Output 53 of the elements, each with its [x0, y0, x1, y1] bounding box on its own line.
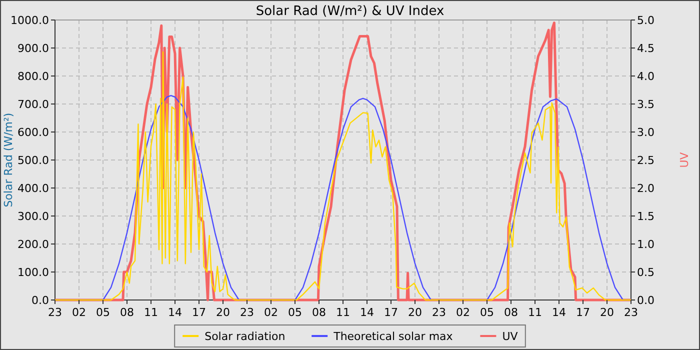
y-tick-label: 600.0 — [18, 126, 49, 139]
legend-label: Solar radiation — [204, 330, 286, 343]
y2-tick-label: 4.0 — [637, 70, 654, 83]
x-tick-label: 11 — [144, 306, 158, 319]
y-tick-label: 200.0 — [18, 238, 49, 251]
x-tick-label: 17 — [384, 306, 398, 319]
x-tick-label: 14 — [360, 306, 374, 319]
y-tick-label: 700.0 — [18, 98, 49, 111]
x-tick-label: 08 — [120, 306, 134, 319]
x-tick-label: 11 — [336, 306, 350, 319]
x-tick-label: 02 — [456, 306, 470, 319]
y2-tick-label: 0.0 — [637, 294, 654, 307]
y-tick-label: 500.0 — [18, 154, 49, 167]
y2-tick-label: 1.0 — [637, 238, 654, 251]
y-tick-label: 300.0 — [18, 210, 49, 223]
legend-label: Theoretical solar max — [332, 330, 454, 343]
chart-title: Solar Rad (W/m²) & UV Index — [256, 4, 444, 19]
y2-tick-label: 1.5 — [637, 210, 654, 223]
x-tick-label: 08 — [504, 306, 518, 319]
x-tick-label: 23 — [48, 306, 62, 319]
x-tick-label: 20 — [216, 306, 230, 319]
x-tick-label: 05 — [288, 306, 302, 319]
x-tick-label: 08 — [312, 306, 326, 319]
y2-tick-label: 4.5 — [637, 42, 654, 55]
x-tick-label: 23 — [432, 306, 446, 319]
x-tick-label: 20 — [408, 306, 422, 319]
y-tick-label: 400.0 — [18, 182, 49, 195]
x-tick-label: 05 — [96, 306, 110, 319]
y-tick-label: 0.0 — [32, 294, 49, 307]
y2-tick-label: 0.5 — [637, 266, 654, 279]
x-tick-label: 23 — [624, 306, 638, 319]
y2-tick-label: 3.5 — [637, 98, 654, 111]
x-tick-label: 17 — [192, 306, 206, 319]
x-tick-label: 05 — [480, 306, 494, 319]
y-tick-label: 1000.0 — [10, 14, 49, 27]
y2-axis-title: UV — [678, 152, 691, 168]
x-tick-label: 17 — [576, 306, 590, 319]
x-tick-label: 14 — [168, 306, 182, 319]
x-tick-label: 02 — [264, 306, 278, 319]
legend-label: UV — [502, 330, 518, 343]
y-tick-label: 800.0 — [18, 70, 49, 83]
y-tick-label: 100.0 — [18, 266, 49, 279]
y2-tick-label: 5.0 — [637, 14, 654, 27]
x-tick-label: 20 — [600, 306, 614, 319]
y2-tick-label: 2.0 — [637, 182, 654, 195]
x-tick-label: 11 — [528, 306, 542, 319]
y2-tick-label: 2.5 — [637, 154, 654, 167]
x-tick-label: 02 — [72, 306, 86, 319]
y-axis-title: Solar Rad (W/m²) — [2, 112, 15, 208]
x-tick-label: 23 — [240, 306, 254, 319]
y2-tick-label: 3.0 — [637, 126, 654, 139]
y-tick-label: 900.0 — [18, 42, 49, 55]
x-tick-label: 14 — [552, 306, 566, 319]
